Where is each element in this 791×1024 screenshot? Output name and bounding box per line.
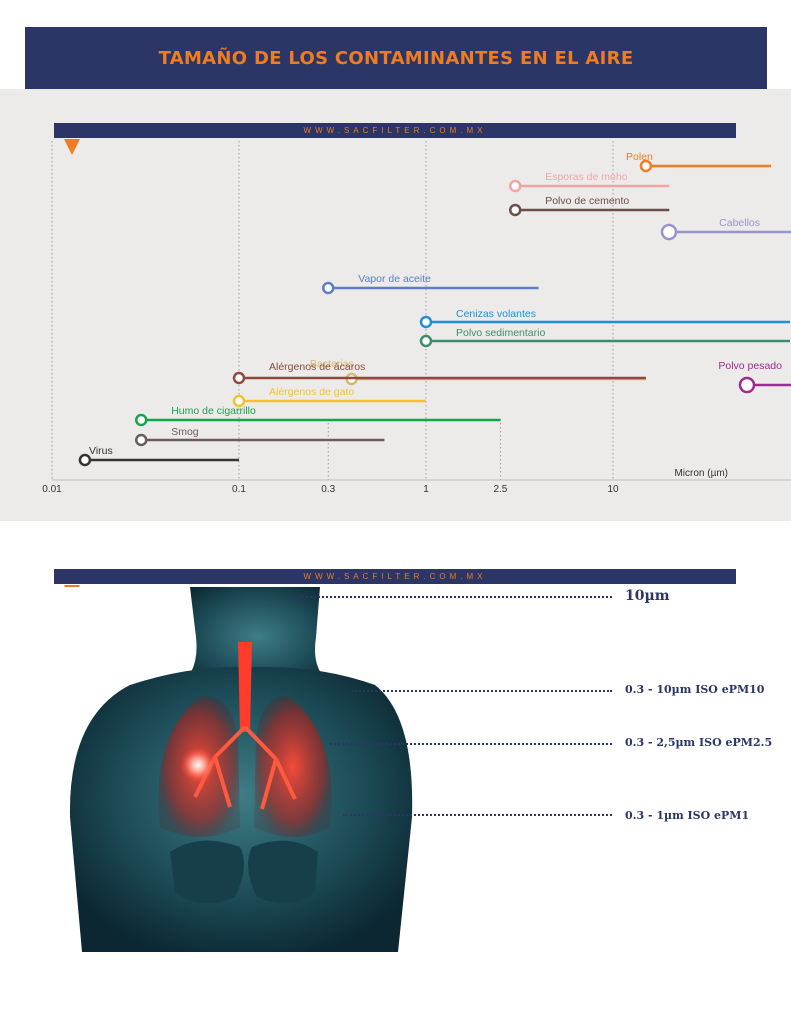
callout-10um: 10µm: [625, 588, 670, 604]
tick-label: 0.01: [42, 484, 62, 495]
series-label-2: Polvo de cemento: [545, 195, 629, 207]
range-start-marker-6: [419, 334, 433, 348]
range-start-marker-3: [660, 223, 678, 241]
range-start-marker-1: [508, 179, 522, 193]
tick-label: 10: [607, 484, 619, 495]
particle-size-chart: 0.010.10.312.510100Micron (µm)PolenEspor…: [42, 141, 791, 495]
range-start-marker-4: [321, 281, 335, 295]
range-start-marker-8: [738, 376, 756, 394]
tick-label: 1: [423, 484, 429, 495]
range-start-marker-5: [419, 315, 433, 329]
inflammation-hotspot: [180, 747, 216, 783]
trachea: [238, 642, 252, 732]
series-label-12: Smog: [171, 426, 199, 438]
series-label-0: Polen: [626, 151, 653, 163]
range-start-marker-2: [508, 203, 522, 217]
series-label-6: Polvo sedimentario: [456, 327, 545, 339]
series-label-1: Esporas de moho: [545, 171, 627, 183]
human-torso-illustration: [65, 587, 415, 952]
tick-label: 0.1: [232, 484, 246, 495]
leader-line-2: [352, 690, 612, 692]
page-title: TAMAÑO DE LOS CONTAMINANTES EN EL AIRE: [158, 47, 634, 69]
header-banner: TAMAÑO DE LOS CONTAMINANTES EN EL AIRE: [25, 27, 767, 89]
leader-line-3: [330, 743, 612, 745]
x-axis-label: Micron (µm): [674, 468, 728, 479]
series-label-5: Cenizas volantes: [456, 308, 536, 320]
range-start-marker-0: [639, 159, 653, 173]
series-label-3: Cabellos: [719, 217, 760, 229]
series-label-7: Bacterias: [310, 358, 354, 370]
series-label-9: Alérgenos de ácaros: [269, 361, 365, 373]
range-start-marker-13: [78, 453, 92, 467]
respiratory-section: WWW.SACFILTER.COM.MX: [0, 567, 791, 987]
series-label-10: Alérgenos de gato: [269, 386, 354, 398]
series-label-4: Vapor de aceite: [358, 273, 431, 285]
callout-epm10: 0.3 - 10µm ISO ePM10: [625, 683, 765, 696]
website-bar: WWW.SACFILTER.COM.MX: [54, 123, 736, 138]
callout-epm25: 0.3 - 2,5µm ISO ePM2.5: [625, 736, 773, 749]
leader-line-4: [343, 814, 612, 816]
callout-epm1: 0.3 - 1µm ISO ePM1: [625, 809, 750, 822]
chart-panel: WWW.SACFILTER.COM.MX 0.010.10.312.510100…: [0, 89, 791, 521]
range-start-marker-9: [232, 371, 246, 385]
tick-label: 2.5: [493, 484, 507, 495]
range-start-marker-10: [232, 394, 246, 408]
tick-label: 0.3: [321, 484, 335, 495]
orange-triangle-icon: [64, 139, 80, 155]
series-label-8: Polvo pesado: [718, 360, 782, 372]
leader-line-1: [287, 596, 612, 598]
series-label-13: Virus: [89, 445, 113, 457]
range-start-marker-11: [134, 413, 148, 427]
website-bar-2: WWW.SACFILTER.COM.MX: [54, 569, 736, 584]
right-lung: [254, 696, 332, 837]
range-start-marker-12: [134, 433, 148, 447]
series-label-11: Humo de cigarrillo: [171, 405, 256, 417]
